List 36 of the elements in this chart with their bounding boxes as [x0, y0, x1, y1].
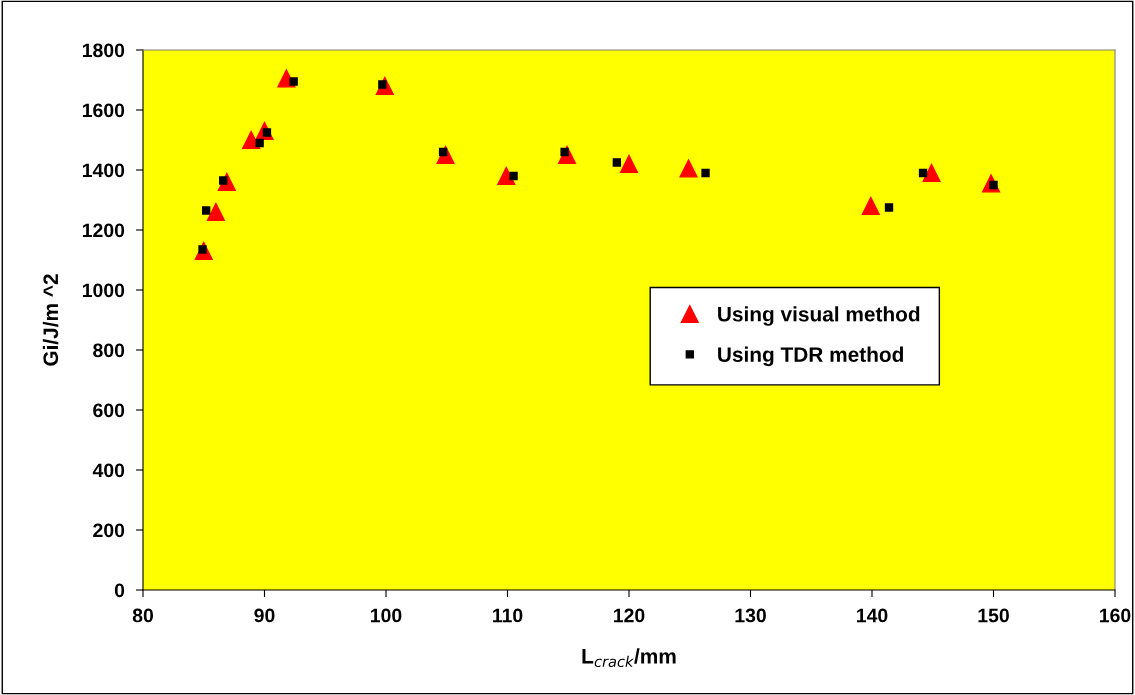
- point: [861, 196, 880, 216]
- legend-label: Using TDR method: [718, 346, 903, 367]
- legend-label: Using visual method: [718, 306, 920, 326]
- point: [206, 202, 225, 222]
- point: [509, 171, 518, 181]
- y-tick-label: 1200: [82, 223, 125, 238]
- x-tick-label: 140: [857, 608, 888, 623]
- point: [619, 154, 639, 174]
- y-tick-label: 1400: [82, 163, 125, 178]
- point: [612, 158, 622, 167]
- x-tick-label: 150: [978, 608, 1009, 623]
- point: [922, 163, 941, 183]
- x-axis-title: L$_{crack}$/mm: [582, 648, 676, 668]
- y-tick-label: 200: [93, 523, 125, 538]
- point: [679, 159, 698, 178]
- point: [202, 206, 211, 215]
- x-tick-label: 120: [614, 608, 645, 623]
- x-tick-label: 110: [493, 608, 523, 623]
- y-axis-title: Gi/J/m ^2: [42, 274, 59, 366]
- point: [289, 77, 298, 86]
- x-tick-label: 160: [1100, 608, 1131, 623]
- point: [918, 168, 928, 178]
- y-tick-label: 1800: [82, 43, 125, 58]
- y-tick-label: 800: [93, 343, 125, 358]
- x-tick-label: 130: [735, 608, 766, 623]
- point: [701, 168, 710, 178]
- y-tick-label: 1600: [82, 103, 125, 118]
- x-tick-label: 100: [371, 608, 402, 623]
- x-tick-label: 90: [254, 608, 275, 623]
- y-tick-label: 0: [114, 583, 125, 598]
- y-tick-label: 600: [93, 403, 125, 418]
- point: [255, 138, 264, 148]
- x-tick-label: 80: [132, 608, 154, 623]
- y-tick-label: 1000: [82, 283, 125, 298]
- y-tick-label: 400: [92, 463, 125, 478]
- point: [884, 203, 894, 212]
